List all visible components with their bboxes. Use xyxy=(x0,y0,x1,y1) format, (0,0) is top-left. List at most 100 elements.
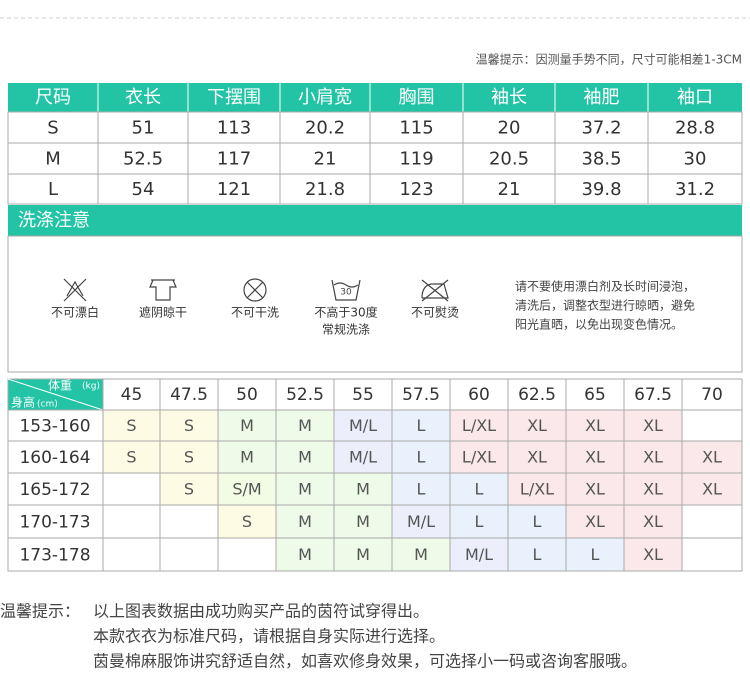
size: S xyxy=(184,416,194,435)
care-icon xyxy=(421,279,449,302)
cell-text: 119 xyxy=(399,149,433,170)
footer-line: 茵曼棉麻服饰讲究舒适自然，如喜欢修身效果，可选择小一码或咨询客服哦。 xyxy=(93,652,637,671)
size-cell xyxy=(507,472,567,506)
height: 170-173 xyxy=(19,513,90,533)
cell-text: 115 xyxy=(399,118,433,139)
size-cell xyxy=(102,472,161,506)
table-cell xyxy=(97,173,189,205)
size-cell xyxy=(449,537,509,572)
weight-cell xyxy=(102,378,161,411)
fit-corner-diagonal xyxy=(7,378,104,411)
size-cell xyxy=(217,537,277,572)
weight-label: 体重 xyxy=(48,379,72,393)
cell-text: 54 xyxy=(132,179,155,200)
weight: 45 xyxy=(121,385,143,405)
size: S xyxy=(126,416,136,435)
size: XL xyxy=(585,416,605,435)
table-cell xyxy=(187,173,281,205)
size-cell xyxy=(623,472,683,506)
size-cell xyxy=(275,440,335,474)
care-title: 洗涤注意 xyxy=(18,210,90,231)
size-cell xyxy=(623,537,683,572)
table-cell xyxy=(554,173,649,205)
size-cell xyxy=(507,504,567,539)
size: XL xyxy=(702,448,722,467)
size: XL xyxy=(643,416,663,435)
cell-text: 113 xyxy=(217,118,251,139)
cell-text: 117 xyxy=(217,149,251,170)
weight-cell xyxy=(449,378,509,411)
size-cell xyxy=(333,472,393,506)
size: M xyxy=(414,545,428,564)
size: M xyxy=(356,512,370,531)
care-label: 不高于30度 xyxy=(314,305,377,320)
care-note: 请不要使用漂白剂及长时间浸泡， xyxy=(515,279,695,294)
height: 173-178 xyxy=(19,546,90,566)
size: S xyxy=(184,448,194,467)
size-cell xyxy=(565,537,625,572)
care-icon xyxy=(243,278,267,302)
header-cell: 袖肥 xyxy=(584,87,620,108)
weight: 47.5 xyxy=(170,385,208,405)
size: M/L xyxy=(407,512,435,531)
care-icon xyxy=(246,281,264,299)
size: L xyxy=(591,545,600,564)
size: XL xyxy=(585,480,605,499)
weight-cell xyxy=(333,378,393,411)
size-cell xyxy=(275,409,335,442)
header-cell: 下摆围 xyxy=(207,87,261,108)
size: M xyxy=(240,448,254,467)
size: L/XL xyxy=(462,416,496,435)
size-cell xyxy=(681,440,743,474)
cell-text: L xyxy=(48,179,58,200)
table-cell xyxy=(369,173,464,205)
size: XL xyxy=(643,480,663,499)
weight-cell xyxy=(275,378,335,411)
size: M xyxy=(298,545,312,564)
size-cell xyxy=(102,537,161,572)
care-header xyxy=(8,205,742,236)
size-cell xyxy=(681,504,743,539)
size: S/M xyxy=(232,480,261,499)
weight: 70 xyxy=(701,385,723,405)
weight-cell xyxy=(217,378,277,411)
header-row xyxy=(8,83,742,112)
care-label: 不可熨烫 xyxy=(411,306,459,320)
cell-text: 21.8 xyxy=(305,179,345,200)
height-cell xyxy=(7,472,104,506)
cell-text: 37.2 xyxy=(581,118,621,139)
size-cell xyxy=(159,537,219,572)
table-cell xyxy=(187,142,281,175)
size: M xyxy=(240,416,254,435)
size-cell xyxy=(102,440,161,474)
table-cell xyxy=(647,173,743,205)
size-cell xyxy=(565,409,625,442)
size-cell xyxy=(217,472,277,506)
cell-text: S xyxy=(47,118,58,139)
size: XL xyxy=(585,448,605,467)
size-cell xyxy=(391,440,451,474)
cell-text: M xyxy=(45,149,61,170)
height-label: 身高 xyxy=(11,395,35,410)
size: M/L xyxy=(465,545,493,564)
cell-text: 21 xyxy=(498,179,521,200)
size: M xyxy=(298,416,312,435)
size: M xyxy=(298,480,312,499)
size: XL xyxy=(585,512,605,531)
care-label: 常规洗涤 xyxy=(322,322,370,337)
cell-text: 20.5 xyxy=(489,149,529,170)
size: M/L xyxy=(349,416,377,435)
size-cell xyxy=(507,537,567,572)
size-cell xyxy=(391,472,451,506)
care-label: 遮阴晾干 xyxy=(139,305,187,320)
footer-line: 本款衣衣为标准尺码，请根据自身实际进行选择。 xyxy=(93,627,445,646)
size: S xyxy=(126,448,136,467)
size: L xyxy=(475,480,484,499)
size: L xyxy=(475,512,484,531)
size: M/L xyxy=(349,448,377,467)
size-cell xyxy=(681,537,743,572)
cell-text: 121 xyxy=(217,179,251,200)
size: M xyxy=(298,512,312,531)
weight: 55 xyxy=(352,385,374,405)
